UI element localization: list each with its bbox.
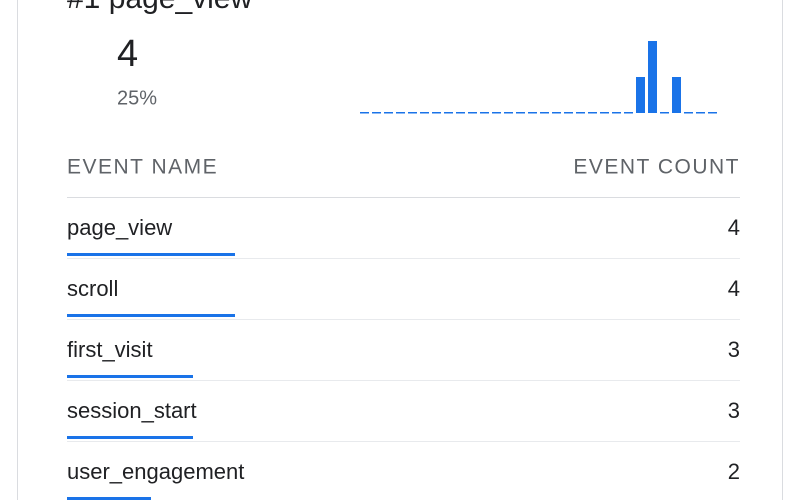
event-count: 3 (728, 337, 740, 362)
sparkline-empty (660, 112, 669, 114)
sparkline-empty (552, 112, 561, 114)
sparkline-empty (600, 112, 609, 114)
sparkline-empty (492, 112, 501, 114)
card-title: #1 page_view (67, 0, 252, 15)
column-header: EVENT NAME (67, 156, 218, 179)
sparkline-empty (624, 112, 633, 114)
event-name: scroll (67, 276, 118, 301)
event-name: session_start (67, 398, 197, 423)
count-bar (67, 375, 193, 378)
sparkline-bar (672, 77, 681, 113)
sparkline-empty (540, 112, 549, 114)
sparkline-empty (444, 112, 453, 114)
sparkline-empty (528, 112, 537, 114)
sparkline-empty (576, 112, 585, 114)
sparkline-empty (588, 112, 597, 114)
count-bar (67, 253, 235, 256)
event-name: user_engagement (67, 459, 244, 484)
sparkline-bar (648, 41, 657, 113)
metric-percent: 25% (117, 87, 157, 109)
sparkline-empty (480, 112, 489, 114)
sparkline-empty (696, 112, 705, 114)
count-bar (67, 497, 151, 500)
sparkline-empty (372, 112, 381, 114)
sparkline-empty (564, 112, 573, 114)
sparkline-empty (432, 112, 441, 114)
event-name: first_visit (67, 337, 153, 362)
sparkline-empty (708, 112, 717, 114)
event-count: 4 (728, 276, 740, 301)
sparkline-empty (420, 112, 429, 114)
sparkline-empty (504, 112, 513, 114)
sparkline-empty (684, 112, 693, 114)
sparkline-empty (384, 112, 393, 114)
event-count: 3 (728, 398, 740, 423)
sparkline-empty (456, 112, 465, 114)
event-count: 4 (728, 215, 740, 240)
sparkline-empty (360, 112, 369, 114)
event-name: page_view (67, 215, 172, 240)
count-bar (67, 314, 235, 317)
event-count: 2 (728, 459, 740, 484)
count-bar (67, 436, 193, 439)
sparkline-empty (408, 112, 417, 114)
column-header: EVENT COUNT (573, 156, 740, 179)
sparkline-empty (516, 112, 525, 114)
sparkline-empty (396, 112, 405, 114)
metric-value: 4 (117, 33, 138, 75)
sparkline-empty (468, 112, 477, 114)
sparkline-bar (636, 77, 645, 113)
sparkline-empty (612, 112, 621, 114)
